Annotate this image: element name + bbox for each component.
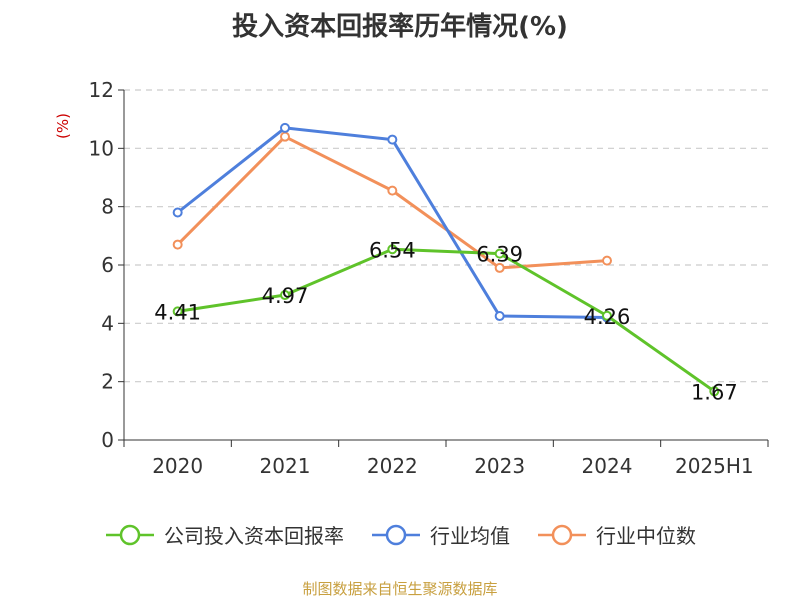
series-point-0 <box>387 244 398 255</box>
x-tick-label: 2024 <box>582 454 633 478</box>
legend-swatch <box>372 524 420 545</box>
data-label: 4.41 <box>154 300 201 324</box>
series-point-2 <box>494 262 505 273</box>
legend-label: 公司投入资本回报率 <box>164 524 344 548</box>
data-label: 4.26 <box>584 305 631 329</box>
y-axis-label: (%) <box>54 113 72 139</box>
series-point-0 <box>602 310 612 321</box>
legend-swatch <box>538 524 586 545</box>
y-tick-label: 6 <box>101 253 114 277</box>
series-point-0 <box>709 386 720 397</box>
series-point-1 <box>172 207 183 218</box>
legend-swatch-marker <box>119 524 141 545</box>
data-label: 1.67 <box>691 380 738 404</box>
legend-item-2[interactable]: 行业中位数 <box>536 520 696 549</box>
legend-label: 行业均值 <box>430 524 510 548</box>
y-tick-label: 4 <box>101 311 114 335</box>
axis-layer: 0 2 4 6 8 10 12 (%) 2020 2021 2022 2023 2024 2025H1 <box>54 78 769 478</box>
series-line-0 <box>177 247 716 393</box>
x-tick-label: 2020 <box>152 454 203 478</box>
x-tick-label: 2022 <box>367 454 418 478</box>
x-tick-label: 2023 <box>474 454 525 478</box>
source-note: 制图数据来自恒生聚源数据库 <box>302 580 498 598</box>
legend-item-0[interactable]: 公司投入资本回报率 <box>104 520 344 549</box>
legend-swatch <box>106 524 154 545</box>
legend-label: 行业中位数 <box>596 524 696 548</box>
legend: 公司投入资本回报率 行业均值 行业中位数 <box>0 520 800 549</box>
series-line-1 <box>176 126 608 319</box>
series-point-0 <box>172 306 183 317</box>
series-point-1 <box>494 311 505 322</box>
series-layer <box>172 122 720 397</box>
data-label: 4.97 <box>262 284 309 308</box>
grid-layer <box>124 89 768 383</box>
legend-swatch-marker <box>385 524 407 545</box>
y-tick-label: 8 <box>101 195 114 219</box>
series-point-2 <box>387 185 398 196</box>
series-point-1 <box>280 122 290 133</box>
legend-item-1[interactable]: 行业均值 <box>370 520 510 549</box>
chart-title: 投入资本回报率历年情况(%) <box>232 12 568 42</box>
legend-swatch-marker <box>551 524 573 545</box>
data-label: 6.54 <box>369 238 416 262</box>
series-point-1 <box>387 134 398 145</box>
data-label-layer: 4.41 4.97 6.54 6.39 4.26 1.67 <box>154 238 737 404</box>
x-tick-label: 2021 <box>260 454 311 478</box>
series-point-2 <box>602 255 612 266</box>
series-point-0 <box>280 290 290 301</box>
series-point-2 <box>172 239 183 250</box>
y-tick-label: 2 <box>101 370 114 394</box>
data-label: 6.39 <box>476 243 523 267</box>
series-point-0 <box>494 248 505 259</box>
series-point-2 <box>280 131 290 142</box>
y-tick-label: 12 <box>89 78 114 102</box>
x-tick-label: 2025H1 <box>675 454 754 478</box>
y-tick-label: 0 <box>101 428 114 452</box>
y-tick-label: 10 <box>89 136 114 160</box>
